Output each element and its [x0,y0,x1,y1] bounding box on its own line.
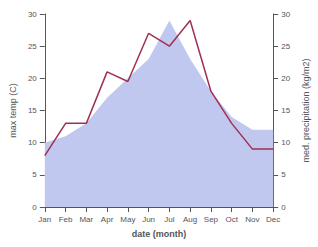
svg-text:Jul: Jul [164,215,174,224]
svg-text:Nov: Nov [245,215,259,224]
svg-text:5: 5 [281,170,286,179]
svg-text:20: 20 [281,74,290,83]
svg-text:10: 10 [28,138,37,147]
svg-text:max temp (C): max temp (C) [8,83,18,138]
svg-text:Jun: Jun [142,215,155,224]
svg-text:Sep: Sep [204,215,219,224]
svg-text:Aug: Aug [183,215,197,224]
svg-text:Oct: Oct [225,215,238,224]
svg-text:Jan: Jan [38,215,51,224]
svg-text:20: 20 [28,74,37,83]
svg-text:25: 25 [281,42,290,51]
svg-text:25: 25 [28,42,37,51]
svg-text:5: 5 [32,170,37,179]
svg-text:15: 15 [281,106,290,115]
svg-text:30: 30 [28,10,37,19]
svg-text:0: 0 [32,203,37,212]
svg-text:May: May [120,215,135,224]
svg-text:30: 30 [281,10,290,19]
svg-text:Apr: Apr [101,215,114,224]
svg-text:0: 0 [281,203,286,212]
svg-text:Dec: Dec [266,215,280,224]
svg-text:Feb: Feb [59,215,73,224]
svg-text:date (month): date (month) [132,229,187,239]
svg-text:15: 15 [28,106,37,115]
svg-text:10: 10 [281,138,290,147]
svg-text:Mar: Mar [79,215,93,224]
svg-text:med. precipitation (kg/m2): med. precipitation (kg/m2) [301,58,311,162]
